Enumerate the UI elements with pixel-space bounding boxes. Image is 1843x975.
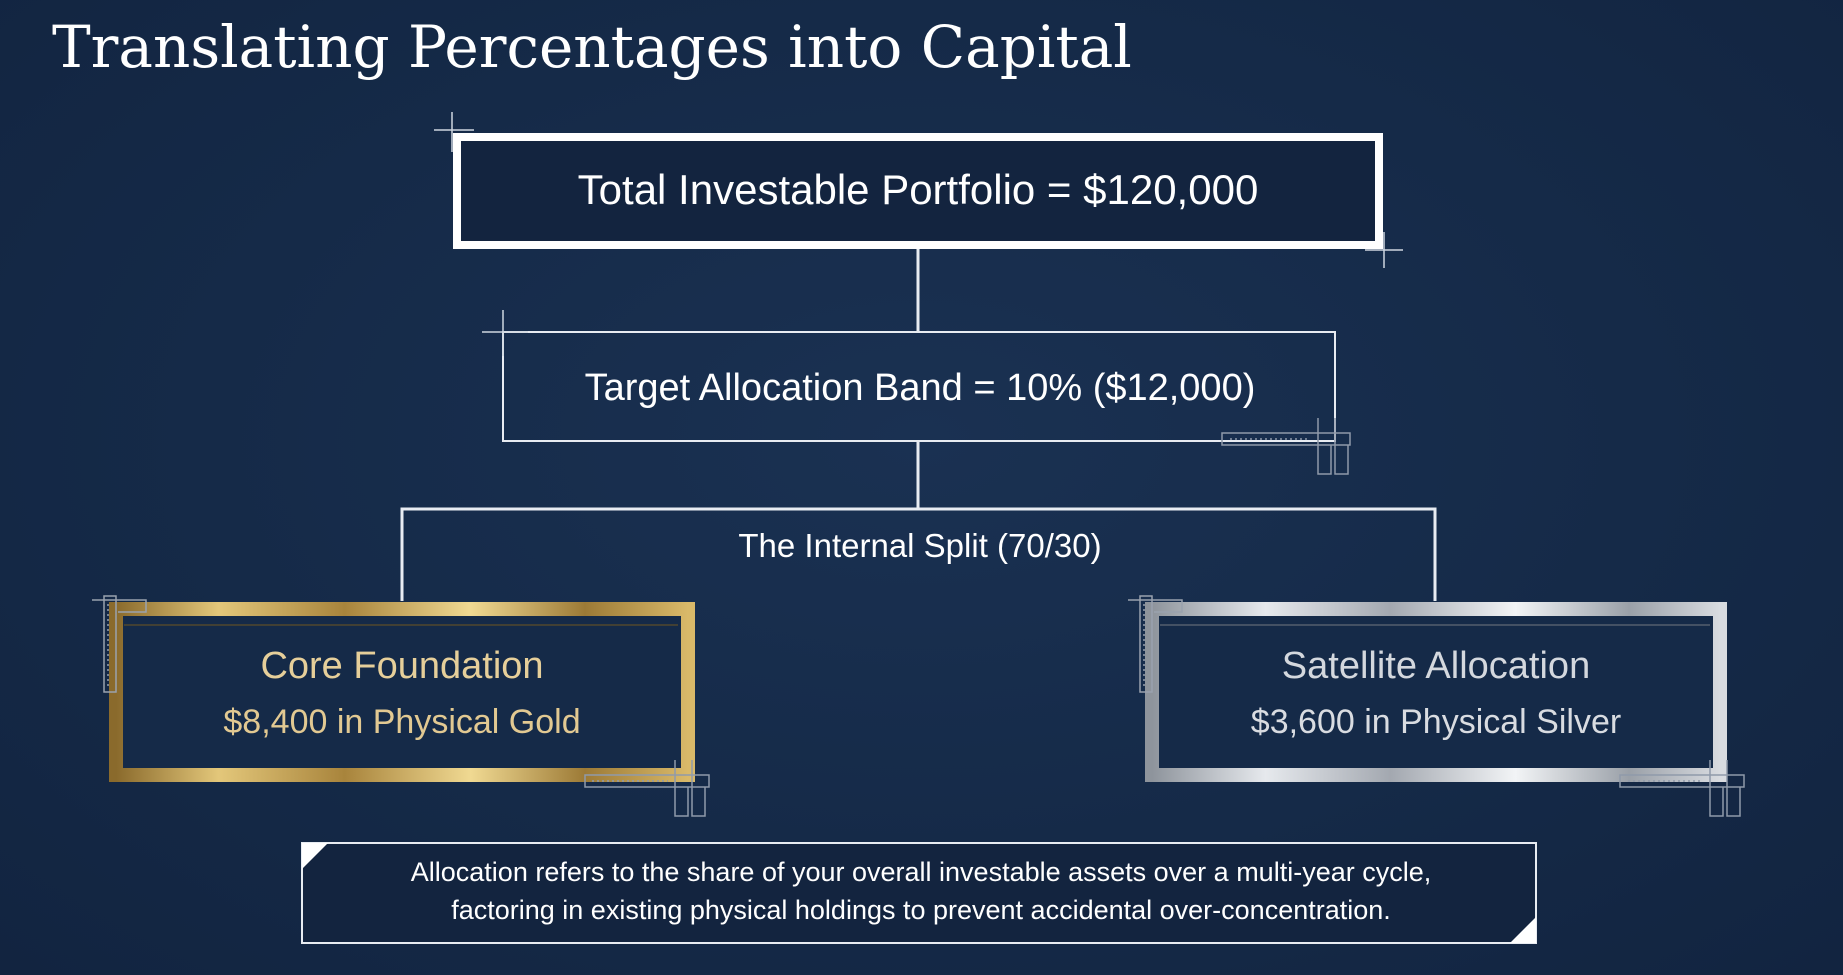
caliper-icon bbox=[1128, 595, 1183, 693]
internal-split-label: The Internal Split (70/30) bbox=[738, 527, 1102, 564]
core-foundation-box bbox=[109, 602, 695, 782]
caliper-icon bbox=[584, 760, 710, 817]
corner-accent bbox=[1510, 917, 1536, 943]
corner-accent bbox=[302, 843, 328, 869]
note-line-2: factoring in existing physical holdings … bbox=[451, 895, 1391, 925]
allocation-note: Allocation refers to the share of your o… bbox=[308, 853, 1534, 929]
note-box bbox=[301, 842, 1537, 944]
target-band-label: Target Allocation Band = 10% ($12,000) bbox=[584, 366, 1256, 409]
note-line-1: Allocation refers to the share of your o… bbox=[410, 857, 1432, 887]
satellite-allocation-box bbox=[1145, 602, 1727, 782]
page-title: Translating Percentages into Capital bbox=[52, 13, 1132, 81]
core-foundation-amount: $8,400 in Physical Gold bbox=[223, 703, 581, 741]
satellite-allocation-title: Satellite Allocation bbox=[1281, 645, 1591, 687]
caliper-icon bbox=[92, 595, 147, 693]
caliper-icon bbox=[1221, 418, 1351, 475]
total-portfolio-label: Total Investable Portfolio = $120,000 bbox=[577, 166, 1259, 213]
satellite-allocation-amount: $3,600 in Physical Silver bbox=[1250, 703, 1622, 741]
caliper-icon bbox=[1619, 760, 1745, 817]
split-bracket bbox=[400, 507, 1437, 601]
total-portfolio-box bbox=[453, 133, 1383, 249]
core-foundation-title: Core Foundation bbox=[260, 645, 544, 687]
